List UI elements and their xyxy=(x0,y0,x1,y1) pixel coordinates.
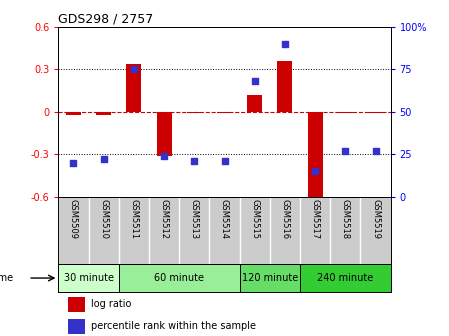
Point xyxy=(70,160,77,165)
Bar xyxy=(58,264,119,292)
Text: GSM5518: GSM5518 xyxy=(341,199,350,239)
Point xyxy=(251,79,258,84)
Text: percentile rank within the sample: percentile rank within the sample xyxy=(92,321,256,331)
Bar xyxy=(96,112,111,115)
Bar xyxy=(247,95,262,112)
Bar xyxy=(157,112,172,156)
Bar xyxy=(240,264,300,292)
Text: time: time xyxy=(0,273,13,283)
Bar xyxy=(119,264,240,292)
Text: GSM5517: GSM5517 xyxy=(311,199,320,239)
Text: GSM5511: GSM5511 xyxy=(129,199,138,239)
Bar xyxy=(187,112,202,113)
Point xyxy=(221,158,228,164)
Text: GSM5519: GSM5519 xyxy=(371,199,380,239)
Text: 30 minute: 30 minute xyxy=(64,273,114,283)
Bar xyxy=(66,112,81,115)
Text: GSM5510: GSM5510 xyxy=(99,199,108,239)
Point xyxy=(100,157,107,162)
Point xyxy=(282,41,289,46)
Text: log ratio: log ratio xyxy=(92,299,132,309)
Point xyxy=(160,153,167,159)
Text: GSM5516: GSM5516 xyxy=(281,199,290,239)
Bar xyxy=(67,297,84,312)
Text: GSM5514: GSM5514 xyxy=(220,199,229,239)
Text: 60 minute: 60 minute xyxy=(154,273,204,283)
Bar xyxy=(217,112,232,113)
Bar xyxy=(308,112,323,199)
Point xyxy=(342,148,349,154)
Bar xyxy=(338,112,353,113)
Point xyxy=(191,158,198,164)
Text: GSM5512: GSM5512 xyxy=(159,199,168,239)
Text: GSM5513: GSM5513 xyxy=(190,199,199,239)
Bar xyxy=(368,112,383,113)
Point xyxy=(312,168,319,174)
Bar xyxy=(126,64,141,112)
Text: GSM5509: GSM5509 xyxy=(69,199,78,239)
Text: 120 minute: 120 minute xyxy=(242,273,298,283)
Bar xyxy=(67,319,84,334)
Text: GSM5515: GSM5515 xyxy=(250,199,259,239)
Bar xyxy=(277,61,292,112)
Text: GDS298 / 2757: GDS298 / 2757 xyxy=(58,13,154,26)
Point xyxy=(130,67,137,72)
Text: 240 minute: 240 minute xyxy=(317,273,374,283)
Bar xyxy=(300,264,391,292)
Point xyxy=(372,148,379,154)
